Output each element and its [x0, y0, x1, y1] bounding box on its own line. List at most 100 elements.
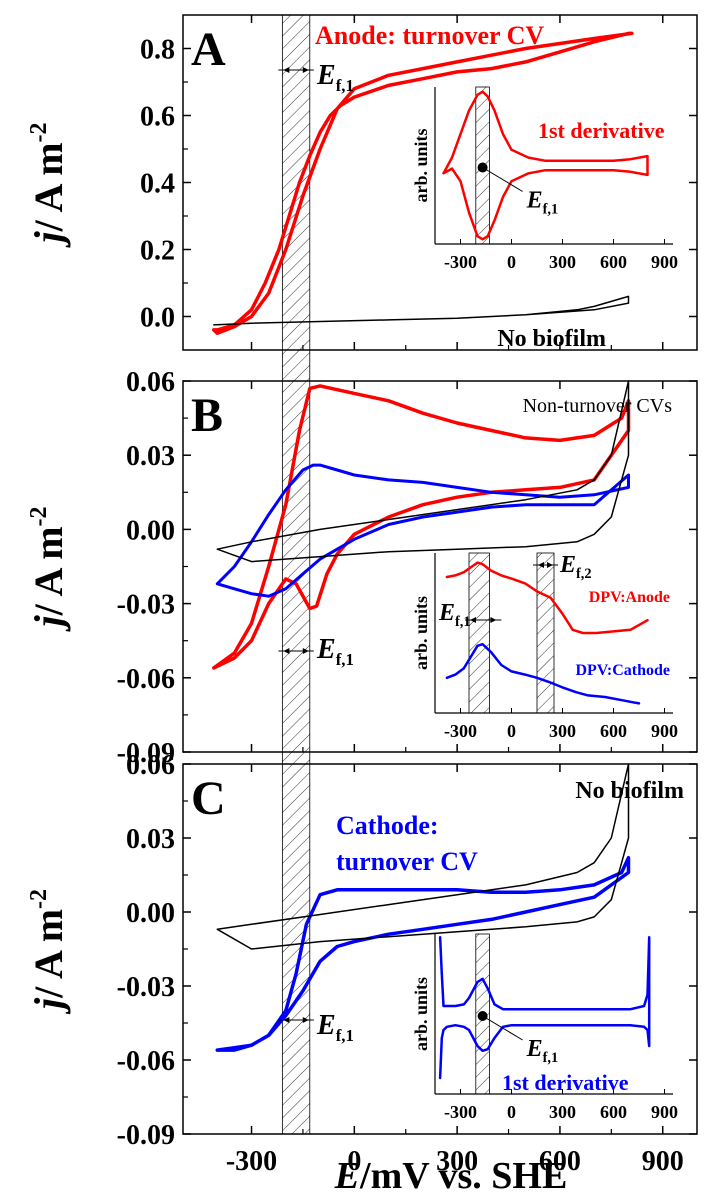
inset-band: [536, 552, 555, 714]
inset-x-tick-label: 300: [549, 1102, 576, 1122]
y-axis-label: j/ A m-2: [26, 889, 71, 1015]
y-tick-label: 0.03: [126, 441, 175, 472]
inset-ef2-label: Ef,2: [559, 552, 592, 582]
y-tick-label: 0.0: [140, 303, 175, 334]
y-axis-label-exponent: -2: [26, 122, 52, 142]
inset: -300 0 300 600 900 arb. units Ef,1 1st derivati…: [411, 86, 678, 272]
y-tick-label: -0.09: [117, 738, 175, 769]
shaded-band-layer: [281, 14, 311, 1135]
y-axis-label: j/ A m-2: [26, 506, 71, 632]
y-axis-label-exponent: -2: [26, 889, 52, 909]
ef-arrow-head-left: [283, 1017, 290, 1023]
inset-x-tick-label: 900: [651, 721, 678, 741]
inset-y-label: arb. units: [411, 596, 431, 670]
series-line-2: [213, 295, 630, 326]
annotation: Cathode:: [336, 811, 439, 840]
annotation: No biofilm: [497, 326, 606, 352]
y-axis-label-unit: / A m: [26, 909, 71, 999]
inset-x-tick-label: 600: [600, 252, 627, 272]
y-tick-label: 0.4: [140, 169, 175, 200]
x-tick-label: -300: [226, 1146, 277, 1177]
y-axis-label-symbol: j: [26, 615, 71, 633]
inset-ef1-label: Ef,1: [438, 600, 471, 630]
panel-letter: B: [191, 389, 223, 442]
inset: -300 0 300 600 900 arb. units Ef,1 1st derivati…: [411, 933, 678, 1122]
y-axis-label-symbol: j: [26, 231, 71, 249]
inset-x-tick-label: 0: [507, 721, 516, 741]
inset-ef1-label-main: E: [438, 600, 455, 626]
series-line-3: [216, 380, 630, 563]
inset-x-tick-label: -300: [444, 1102, 477, 1122]
panel-c: -0.09 -0.06 -0.03 0.00 0.03 0.06 -300 0 300 600 90…: [26, 750, 698, 1177]
ef-label-sub: f,1: [336, 76, 354, 95]
inset-x-tick-label: 0: [507, 252, 516, 272]
ef-label-main: E: [316, 60, 336, 91]
y-axis-label-unit: / A m: [26, 142, 71, 232]
series-line-2: [215, 463, 630, 598]
inset-x-tick-label: 300: [549, 252, 576, 272]
ef-label-main: E: [316, 1010, 336, 1041]
series-line-1: [215, 855, 631, 1052]
panel-letter: C: [191, 772, 226, 825]
inset-label: 1st derivative: [538, 118, 665, 143]
ef-arrow-head-left: [283, 648, 290, 654]
inset-ef-label-main: E: [526, 1036, 543, 1062]
inset-series-line-1: [438, 935, 651, 1080]
inset-ef-label-sub: f,1: [543, 202, 559, 218]
y-tick-label: 0.03: [126, 824, 175, 855]
ef-arrow-head-left: [283, 67, 290, 73]
inset-ef2-arrow-head-right: [547, 562, 553, 568]
x-tick-label: 600: [539, 1146, 581, 1177]
inset-ef-leader: [482, 167, 523, 192]
x-tick-label: 0: [347, 1146, 361, 1177]
inset-ef1-arrow-head-right: [490, 617, 497, 623]
y-tick-label: 0.06: [126, 750, 175, 781]
y-tick-label: 0.00: [126, 898, 175, 929]
panel-frame: [182, 380, 698, 753]
inset-series-line-1: [445, 561, 649, 635]
y-tick-label: 0.06: [126, 367, 175, 398]
series-line-1: [212, 31, 634, 336]
y-axis-label-exponent: -2: [26, 506, 52, 526]
y-tick-label: 0.00: [126, 515, 175, 546]
inset-ef-label-main: E: [526, 188, 543, 214]
inset-ef1-arrow-head-left: [470, 617, 476, 623]
ef-label: Ef,1: [316, 60, 354, 95]
series-line-2: [216, 763, 630, 950]
ef-label-sub: f,1: [336, 650, 354, 669]
x-axis-label: E/mV vs. SHE: [334, 1155, 568, 1197]
ef-label: Ef,1: [316, 634, 354, 669]
panel-a: 0.0 0.2 0.4 0.6 0.8 j/ A m-2 A Anode: turnover …: [26, 14, 698, 352]
inset-ef2-label-sub: f,2: [576, 566, 592, 582]
inset-ef-label: Ef,1: [526, 188, 559, 218]
annotation: Non-turnover CVs: [523, 395, 673, 417]
inset-ef-leader: [482, 1015, 523, 1041]
shaded-band: [281, 14, 311, 1135]
ef-label-sub: f,1: [336, 1026, 354, 1045]
inset-ef2-arrow-head-left: [538, 562, 544, 568]
ef-label-main: E: [316, 634, 336, 665]
annotation: Anode: turnover CV: [315, 21, 544, 50]
inset-x-tick-label: -300: [444, 721, 477, 741]
inset-ef-label-sub: f,1: [543, 1050, 559, 1066]
inset-series-line-1: [442, 90, 649, 241]
annotation: turnover CV: [336, 847, 478, 876]
inset-band: [468, 552, 490, 714]
panels-layer: 0.00.20.40.60.8j/ A m-2A Anode: turnover …: [26, 14, 698, 1177]
ef-label: Ef,1: [316, 1010, 354, 1045]
inset-series-label: DPV:Anode: [589, 589, 670, 606]
x-tick-label: 900: [642, 1146, 684, 1177]
inset-x-tick-label: 900: [651, 1102, 678, 1122]
inset-ef2-label-main: E: [559, 552, 576, 578]
panel-letter: A: [191, 23, 226, 76]
x-tick-label: 300: [436, 1146, 478, 1177]
inset-ef1-label-sub: f,1: [455, 614, 471, 630]
y-tick-label: -0.03: [117, 972, 175, 1003]
y-tick-label: 0.2: [140, 236, 175, 267]
ef-arrow-head-right: [302, 67, 309, 73]
panel-b: -0.09 -0.06 -0.03 0.00 0.03 0.06 j/ A m-2 B Non-…: [26, 367, 698, 769]
ef-arrow-head-right: [302, 1017, 309, 1023]
annotation: No biofilm: [575, 778, 684, 804]
